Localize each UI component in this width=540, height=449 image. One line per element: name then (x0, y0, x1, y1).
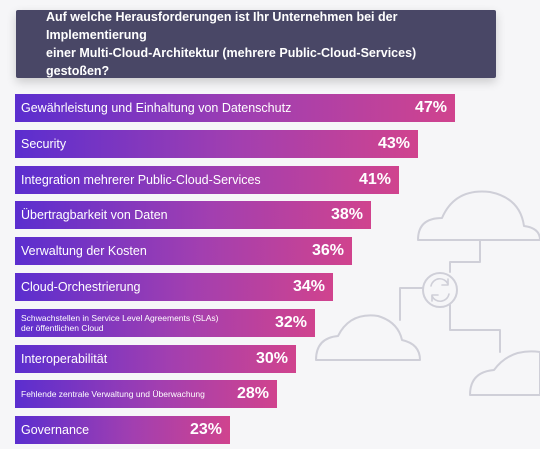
bar-label: Interoperabilität (21, 351, 108, 366)
bar-2: Integration mehrerer Public-Cloud-Servic… (15, 165, 399, 194)
bar-label: Fehlende zentrale Verwaltung und Überwac… (21, 389, 205, 400)
bar-1: Security 43% (15, 129, 418, 158)
bar-label: Gewährleistung und Einhaltung von Datens… (21, 101, 292, 115)
bar-8: Fehlende zentrale Verwaltung und Überwac… (15, 380, 277, 409)
bar-value-label: 23% (189, 421, 222, 439)
bar-value-label: 36% (311, 242, 344, 260)
bar-3: Übertragbarkeit von Daten 38% (15, 201, 371, 230)
cloud-icon (315, 314, 421, 361)
bar-value-label: 38% (330, 206, 363, 224)
bar-4: Verwaltung der Kosten 36% (15, 237, 352, 266)
bar-9: Governance 23% (15, 416, 230, 445)
bar-value-label: 30% (255, 349, 288, 367)
cloud-icon (417, 190, 540, 241)
chart-header: Auf welche Herausforderungen ist Ihr Unt… (16, 10, 496, 78)
bar-label: Schwachstellen in Service Level Agreemen… (21, 312, 219, 333)
cloud-icon (469, 350, 540, 396)
connector-line (399, 287, 431, 321)
bar-label: Verwaltung der Kosten (21, 244, 147, 259)
connector-line (449, 304, 501, 353)
bar-6: Schwachstellen in Service Level Agreemen… (15, 308, 315, 337)
bar-value-label: 32% (274, 313, 307, 331)
bar-5: Cloud-Orchestrierung 34% (15, 273, 333, 301)
bar-label: Integration mehrerer Public-Cloud-Servic… (21, 172, 261, 187)
bar-value-label: 34% (292, 278, 325, 295)
bar-value-label: 28% (236, 385, 269, 403)
chart-title: Auf welche Herausforderungen ist Ihr Unt… (46, 10, 417, 78)
bar-value-label: 43% (377, 134, 410, 152)
bar-value-label: 47% (414, 99, 447, 116)
bar-0: Gewährleistung und Einhaltung von Datens… (15, 94, 455, 122)
bar-label: Übertragbarkeit von Daten (21, 208, 168, 223)
bar-7: Interoperabilität 30% (15, 344, 296, 373)
bar-label: Governance (21, 423, 90, 438)
bar-label: Cloud-Orchestrierung (21, 280, 141, 294)
bar-label: Security (21, 136, 67, 151)
connector-line (449, 239, 481, 273)
bar-value-label: 41% (358, 170, 391, 188)
